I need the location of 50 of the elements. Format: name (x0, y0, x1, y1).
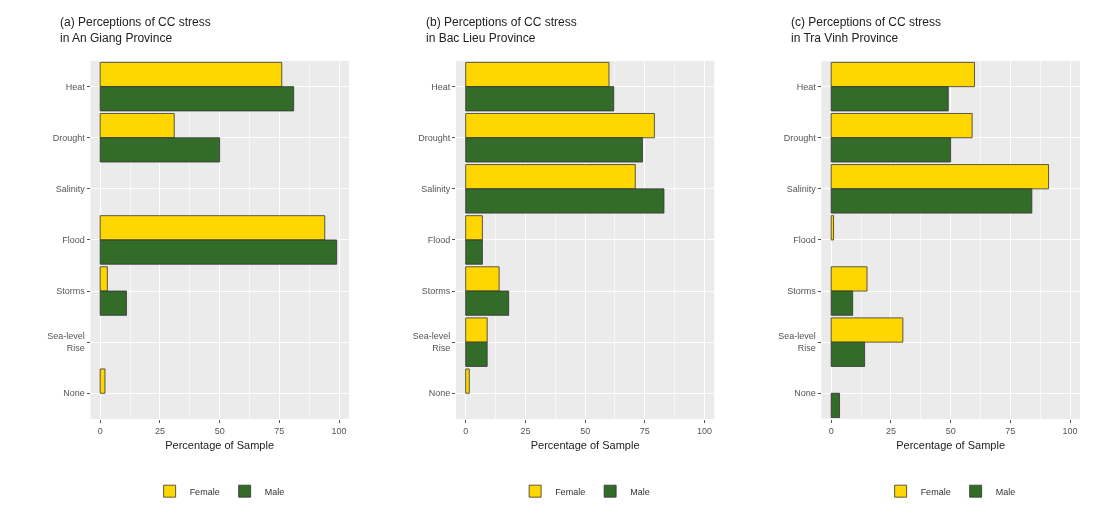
x-tick-label: 0 (463, 425, 469, 436)
y-tick-label: Storms (787, 286, 817, 297)
y-tick-label: Salinity (55, 184, 86, 194)
y-tick-label: Heat (431, 81, 451, 92)
x-tick-label: 75 (274, 425, 285, 436)
chart-title: (b) Perceptions of CC stress in Bac Lieu Province (426, 15, 577, 45)
x-tick-label: 50 (580, 425, 591, 436)
x-tick-label: 50 (945, 425, 956, 436)
y-tick-label: Drought (783, 132, 817, 143)
x-tick-label: 25 (520, 425, 531, 436)
x-tick-label: 75 (639, 425, 650, 436)
x-tick-label: 75 (1005, 425, 1016, 436)
bar (99, 368, 106, 394)
bar (830, 392, 840, 418)
chart-title: (c) Perceptions of CC stress in Tra Vinh Province (791, 15, 942, 45)
legend-label: Male (995, 486, 1016, 497)
x-tick-label: 100 (1062, 425, 1078, 436)
legend-label: Female (920, 486, 951, 497)
y-tick-label: Salinity (786, 184, 817, 194)
x-tick-label: 0 (97, 425, 103, 436)
y-tick-label: Storms (56, 286, 86, 297)
legend-label: Female (555, 486, 586, 497)
y-tick-label: Flood (62, 235, 85, 246)
x-tick-label: 25 (885, 425, 896, 436)
x-tick-label: 100 (331, 425, 347, 436)
y-tick-label: Flood (793, 235, 816, 246)
chart-title: (a) Perceptions of CC stress in An Giang Province (60, 15, 211, 45)
y-tick-label: Drought (52, 132, 86, 143)
y-tick-label: Storms (421, 286, 451, 297)
y-tick-label: Salinity (421, 184, 451, 194)
legend-label: Female (189, 486, 220, 497)
legend-label: Male (264, 486, 285, 497)
y-tick-label: Sea-level Rise (412, 331, 451, 354)
x-axis-title: Percentage of Sample (165, 438, 275, 451)
x-axis-title: Percentage of Sample (896, 438, 1006, 451)
y-tick-label: None (794, 388, 816, 399)
y-tick-label: None (63, 388, 85, 399)
x-tick-label: 0 (828, 425, 834, 436)
x-tick-label: 25 (154, 425, 165, 436)
y-tick-label: Heat (65, 81, 86, 92)
y-tick-label: Flood (427, 235, 451, 246)
x-axis-title: Percentage of Sample (530, 438, 640, 451)
x-tick-label: 50 (214, 425, 225, 436)
x-tick-label: 100 (697, 425, 713, 436)
y-tick-label: Heat (796, 81, 817, 92)
y-tick-label: None (428, 388, 451, 399)
y-tick-label: Drought (418, 132, 451, 143)
legend-label: Male (630, 486, 650, 497)
y-tick-label: Sea-level Rise (778, 331, 816, 354)
y-tick-label: Sea-level Rise (47, 331, 85, 354)
